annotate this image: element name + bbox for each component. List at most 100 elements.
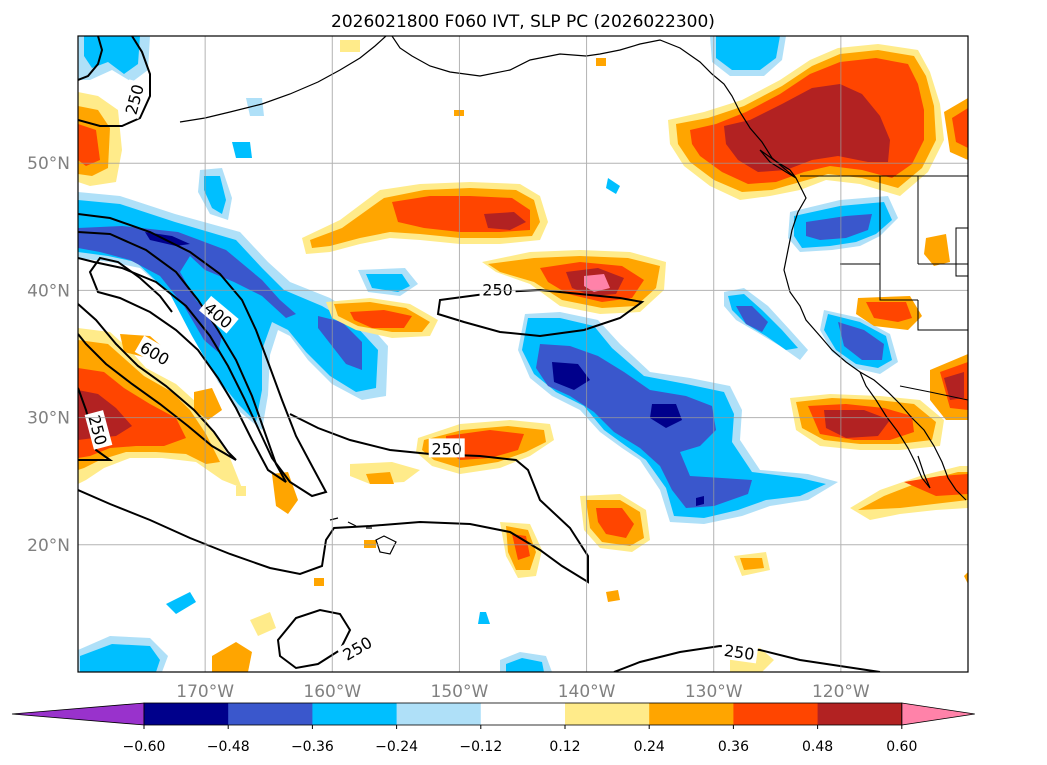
colorbar-segment bbox=[817, 703, 903, 725]
ivt-fill bbox=[584, 274, 610, 292]
ivt-fill bbox=[194, 388, 222, 420]
lon-tick-label: 120°W bbox=[812, 682, 870, 702]
longitude-tick-labels: 170°W 160°W 150°W 140°W 130°W 120°W bbox=[176, 682, 870, 702]
ivt-fill bbox=[78, 226, 296, 352]
colorbar-tick-label: −0.12 bbox=[459, 739, 502, 755]
contour-label: 250 bbox=[431, 439, 462, 458]
contour-label-bg bbox=[134, 335, 176, 370]
ivt-fill bbox=[166, 592, 196, 614]
contour-label: 250 bbox=[723, 641, 756, 664]
ivt-fill bbox=[838, 322, 884, 360]
ivt-fill bbox=[364, 540, 376, 548]
contour-label-bg bbox=[336, 630, 378, 666]
ivt-fill bbox=[696, 496, 704, 506]
ivt-fill bbox=[80, 644, 160, 672]
ivt-fill bbox=[204, 176, 226, 214]
colorbar-tick-label: −0.24 bbox=[375, 739, 418, 755]
ivt-fill bbox=[236, 486, 246, 496]
lon-tick-label: 140°W bbox=[558, 682, 616, 702]
ivt-fill bbox=[536, 344, 752, 508]
colorbar-tick-label: 0.36 bbox=[718, 739, 749, 755]
lat-tick-label: 20°N bbox=[27, 536, 70, 556]
ivt-fill bbox=[478, 612, 490, 624]
contour-label-bg bbox=[198, 295, 239, 334]
colorbar-tick-label: −0.36 bbox=[291, 739, 334, 755]
slp-contour bbox=[78, 303, 237, 461]
ivt-fill bbox=[350, 310, 412, 328]
ivt-fill bbox=[366, 274, 410, 292]
boundary-states bbox=[840, 176, 968, 331]
colorbar-segment bbox=[228, 703, 313, 725]
ivt-fill bbox=[904, 474, 968, 496]
lon-tick-label: 170°W bbox=[176, 682, 234, 702]
latitude-tick-labels: 50°N 40°N 30°N 20°N bbox=[27, 154, 70, 556]
colorbar-segment bbox=[565, 703, 650, 725]
ivt-fill bbox=[212, 642, 252, 672]
ivt-fill bbox=[716, 36, 780, 70]
colorbar-segment bbox=[733, 703, 819, 725]
colorbar-tick-label: 0.24 bbox=[634, 739, 665, 755]
ivt-fill bbox=[250, 612, 276, 636]
gridlines bbox=[78, 36, 968, 672]
colorbar-extend-min bbox=[11, 702, 145, 726]
ivt-fill bbox=[596, 508, 634, 538]
colorbar-extend-max bbox=[901, 702, 975, 726]
ivt-fill bbox=[232, 142, 252, 158]
contour-label-bg bbox=[720, 639, 759, 664]
colorbar-tick-label: −0.60 bbox=[123, 739, 166, 755]
ivt-fill bbox=[596, 58, 606, 66]
slp-contour bbox=[276, 608, 352, 670]
ivt-fill bbox=[964, 572, 968, 584]
colorbar-outline bbox=[143, 702, 903, 726]
colorbar-segment bbox=[480, 703, 566, 725]
coastline-alaska-aleutians bbox=[179, 36, 801, 187]
slp-contour bbox=[78, 36, 104, 81]
contour-label-bg bbox=[119, 79, 148, 120]
ivt-fill bbox=[806, 214, 872, 240]
ivt-fill bbox=[606, 178, 620, 194]
colorbar-segment bbox=[396, 703, 482, 725]
lon-tick-label: 150°W bbox=[431, 682, 489, 702]
lat-tick-label: 40°N bbox=[27, 281, 70, 301]
colorbar-segment bbox=[144, 703, 229, 725]
lat-tick-label: 30°N bbox=[27, 409, 70, 429]
colorbar-segment bbox=[649, 703, 734, 725]
contour-label-group: 250 bbox=[428, 438, 465, 458]
ivt-fill bbox=[318, 316, 362, 370]
slp-contour bbox=[78, 36, 151, 127]
colorbar-tick-label: −0.48 bbox=[207, 739, 250, 755]
ivt-fill bbox=[78, 124, 100, 166]
lat-tick-label: 50°N bbox=[27, 154, 70, 174]
coastline-vancouver-island bbox=[759, 149, 797, 179]
colorbar-tick-label: 0.12 bbox=[549, 739, 580, 755]
colorbar: −0.60 −0.48 −0.36 −0.24 −0.12 0.12 0.24 0.36 0.4… bbox=[11, 702, 975, 755]
chart-title: 2026021800 F060 IVT, SLP PC (2026022300) bbox=[331, 12, 715, 32]
slp-contour bbox=[78, 213, 328, 498]
ivt-fill bbox=[650, 404, 682, 428]
coastlines bbox=[179, 36, 967, 555]
lon-tick-label: 130°W bbox=[685, 682, 743, 702]
coastline-baja bbox=[859, 371, 931, 489]
contour-label-bg bbox=[479, 279, 516, 299]
ivt-fill bbox=[340, 40, 360, 52]
contour-label-group: 250 bbox=[720, 639, 759, 664]
coastline-west-north-america bbox=[783, 185, 967, 501]
ivt-fill bbox=[506, 658, 544, 672]
contour-label-bg bbox=[84, 410, 113, 450]
ivt-fill bbox=[924, 234, 950, 266]
contour-label-bg bbox=[428, 438, 465, 458]
ivt-fill bbox=[366, 472, 394, 484]
ivt-fill bbox=[866, 302, 912, 322]
ivt-fill bbox=[944, 372, 964, 400]
ivt-fill bbox=[740, 558, 764, 570]
ivt-fill bbox=[952, 108, 968, 148]
colorbar-tick-label: 0.48 bbox=[802, 739, 833, 755]
slp-contour bbox=[78, 231, 287, 483]
ivt-fill bbox=[606, 590, 620, 602]
ivt-fill bbox=[724, 84, 890, 172]
ivt-fill bbox=[446, 430, 524, 460]
ivt-fill bbox=[246, 98, 264, 116]
political-boundaries bbox=[800, 175, 968, 401]
colorbar-tick-label: 0.60 bbox=[886, 739, 917, 755]
